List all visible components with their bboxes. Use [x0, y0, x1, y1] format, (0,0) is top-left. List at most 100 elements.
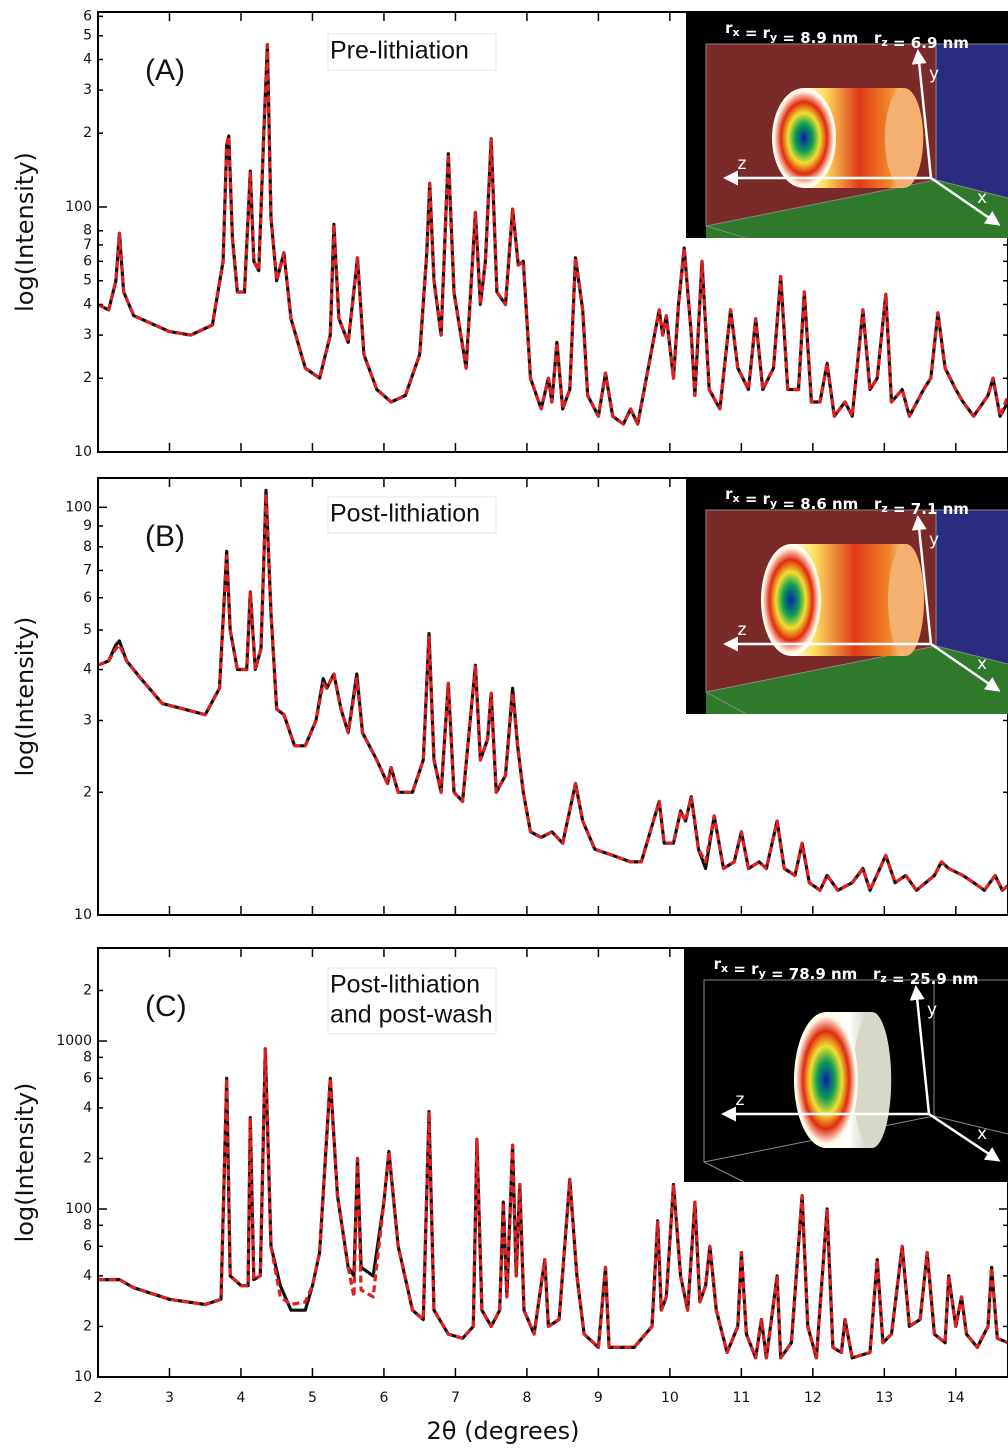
inset-label-part: r: [763, 490, 771, 508]
x-tick-label: 11: [732, 1390, 750, 1406]
annotation-box: [327, 967, 497, 1035]
y-tick-label: 6: [83, 1238, 92, 1254]
y-tick-label: 4: [83, 1100, 92, 1116]
series-line: [98, 1047, 1008, 1360]
x-tick-label: 8: [522, 1390, 531, 1406]
y-tick-label: 6: [83, 253, 92, 269]
inset-label-subscript: x: [732, 26, 739, 39]
inset-wall: [936, 510, 1008, 664]
inset-cylinder: [852, 1012, 892, 1148]
inset-label-part: =: [740, 24, 763, 42]
inset-label-part: r: [874, 29, 882, 47]
x-tick-label: 3: [165, 1390, 174, 1406]
panel: 10234567810023456log(Intensity)(A)Pre-li…: [11, 8, 1008, 460]
annotation: Post-lithiation: [330, 971, 480, 999]
y-tick-label: 10: [74, 907, 92, 923]
x-tick-label: 9: [594, 1390, 603, 1406]
inset-label-part: r: [751, 960, 759, 978]
inset-label-part: = 8.6 nm: [777, 495, 874, 513]
x-tick-label: 13: [875, 1390, 893, 1406]
inset-box: [703, 979, 1008, 1183]
y-tick-label: 100: [65, 199, 92, 215]
inset-axis: [911, 49, 933, 179]
inset-label-part: r: [874, 495, 882, 513]
x-tick-label: 12: [804, 1390, 822, 1406]
inset-label-subscript: z: [880, 972, 886, 985]
inset-axis: [930, 642, 1001, 692]
inset-box: [705, 43, 1008, 239]
y-tick-label: 6: [83, 590, 92, 606]
x-tick-label: 10: [661, 1390, 679, 1406]
inset-cylinder: [884, 88, 924, 188]
x-tick-label: 5: [308, 1390, 317, 1406]
annotation: Post-lithiation: [330, 500, 480, 528]
plot-frame: [97, 947, 1008, 1378]
inset-axis: [909, 985, 931, 1115]
x-tick-label: 4: [237, 1390, 246, 1406]
inset-wall: [936, 44, 1008, 198]
y-tick-label: 8: [83, 1049, 92, 1065]
annotation: and post-wash: [330, 1001, 493, 1029]
y-tick-label: 2: [83, 1318, 92, 1334]
inset-label-part: = 6.9 nm: [888, 34, 969, 52]
y-tick-label: 2: [83, 982, 92, 998]
inset-label-part: = 78.9 nm: [766, 965, 873, 983]
y-axis-label: log(Intensity): [11, 1083, 39, 1243]
inset-axis-label: z: [736, 1090, 745, 1110]
inset-label: rx = ry = 78.9 nm rz = 25.9 nm: [714, 955, 979, 988]
x-axis-label: 2θ (degrees): [427, 1417, 580, 1445]
inset-label-part: r: [714, 955, 722, 973]
inset-cylinder-face: [772, 88, 836, 188]
y-tick-label: 4: [83, 296, 92, 312]
inset-label-subscript: z: [881, 502, 887, 515]
y-tick-label: 3: [83, 82, 92, 98]
y-tick-label: 2: [83, 125, 92, 141]
y-tick-label: 1000: [56, 1033, 92, 1049]
x-tick-label: 14: [947, 1390, 965, 1406]
plot-frame: [97, 11, 1008, 453]
inset-label-part: =: [728, 960, 751, 978]
y-tick-label: 7: [83, 562, 92, 578]
plot-area: [98, 488, 1008, 892]
inset-label-part: =: [740, 490, 763, 508]
inset-label-subscript: x: [732, 492, 739, 505]
inset-cylinder-face: [794, 1012, 858, 1148]
y-tick-label: 5: [83, 622, 92, 638]
inset-label-part: = 25.9 nm: [887, 970, 979, 988]
x-tick-label: 2: [94, 1390, 103, 1406]
x-tick-label: 6: [379, 1390, 388, 1406]
y-tick-label: 4: [83, 1268, 92, 1284]
inset-floor: [706, 646, 1008, 714]
inset-floor: [706, 180, 1008, 238]
y-tick-label: 5: [83, 273, 92, 289]
y-tick-label: 4: [83, 51, 92, 67]
annotation-box: [327, 496, 497, 534]
y-tick-label: 100: [65, 499, 92, 515]
plot-area: [98, 1047, 1008, 1360]
panel-label: (B): [145, 520, 185, 553]
inset-axis-label: x: [977, 188, 987, 208]
plot-frame: [97, 477, 1008, 916]
panel-label: (A): [145, 54, 185, 87]
inset-axis: [930, 176, 1001, 226]
y-tick-label: 5: [83, 28, 92, 44]
inset-box: [705, 509, 1008, 715]
inset-label-part: = 8.9 nm: [777, 29, 874, 47]
y-tick-label: 2: [83, 784, 92, 800]
y-tick-label: 8: [83, 1217, 92, 1233]
y-tick-label: 4: [83, 662, 92, 678]
inset-cylinder: [888, 544, 924, 656]
y-tick-label: 3: [83, 712, 92, 728]
inset-label-part: r: [725, 19, 733, 37]
y-tick-label: 9: [83, 518, 92, 534]
inset-label-subscript: x: [721, 962, 728, 975]
y-tick-label: 2: [83, 1150, 92, 1166]
inset-cylinder-face: [761, 544, 821, 656]
inset-label-subscript: y: [770, 497, 777, 510]
inset-label-subscript: y: [770, 31, 777, 44]
y-axis-label: log(Intensity): [11, 617, 39, 777]
inset-label-subscript: z: [881, 36, 887, 49]
series-line: [98, 492, 1008, 892]
inset-axis-label: y: [929, 530, 939, 550]
